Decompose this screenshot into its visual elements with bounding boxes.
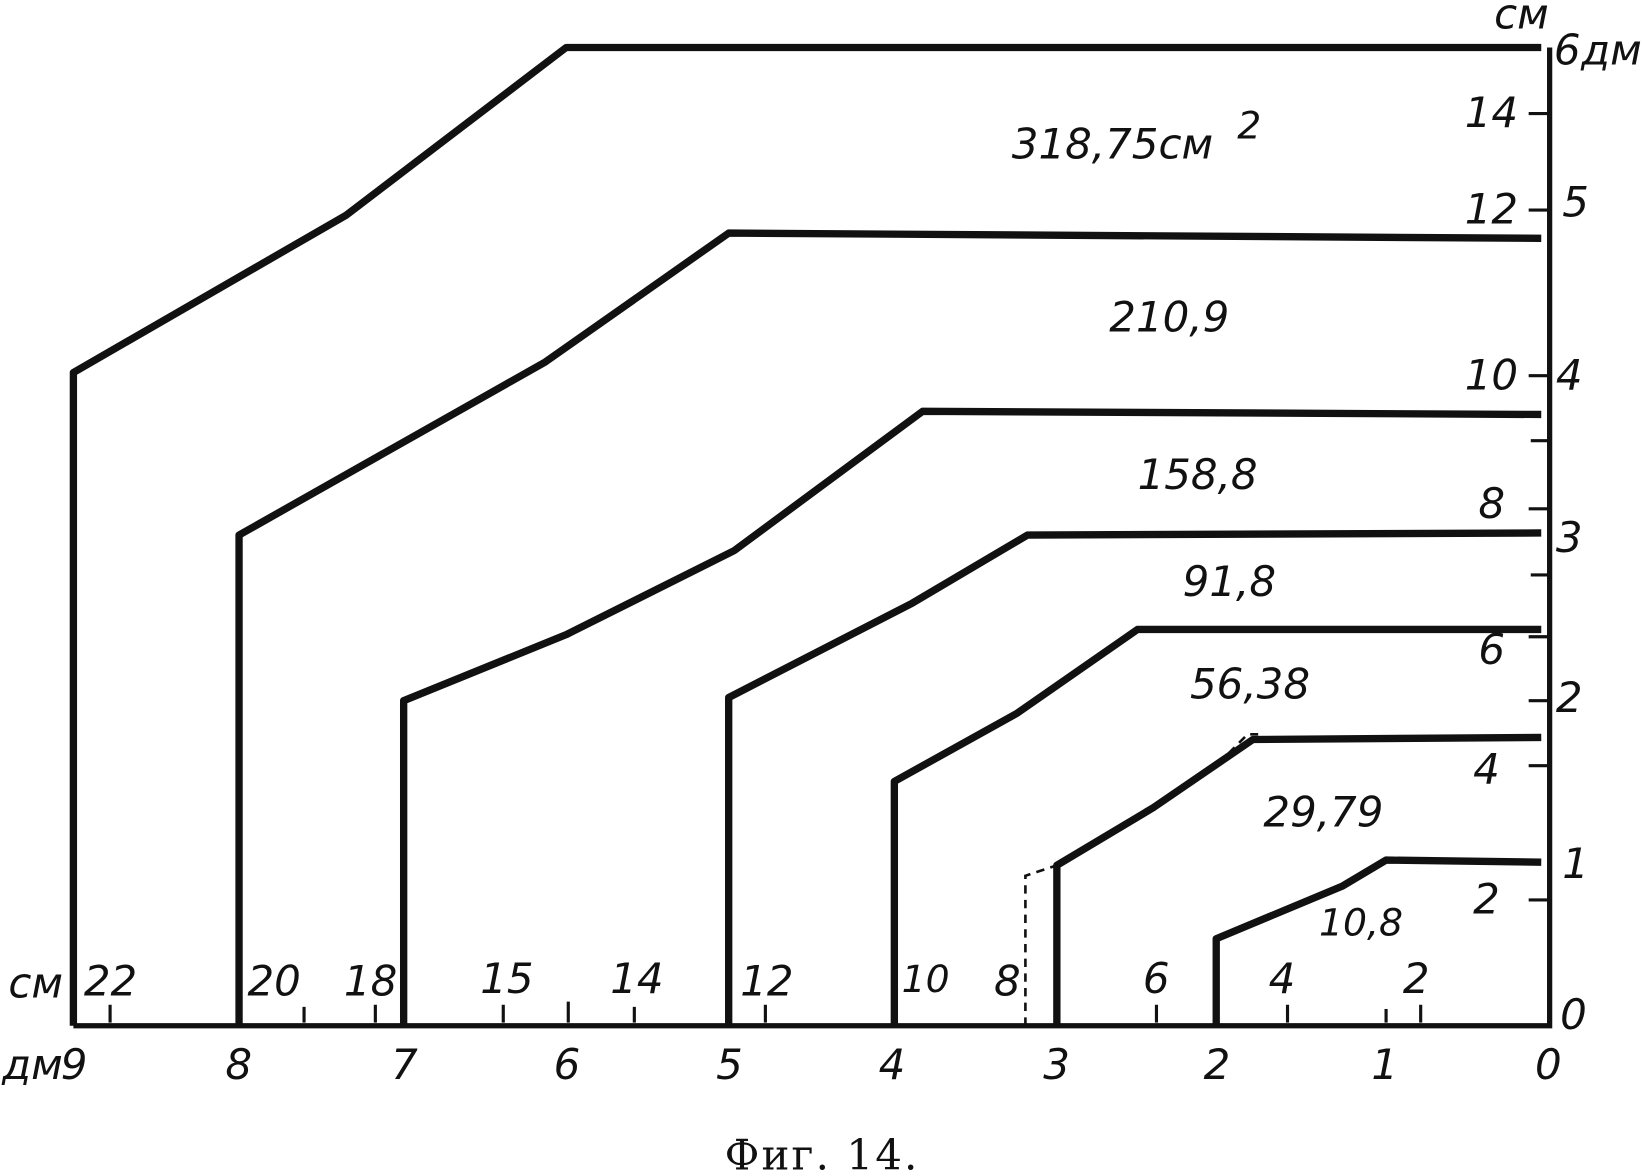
area-label: 91,8	[1183, 557, 1276, 606]
area-label: 210,9	[1109, 293, 1229, 342]
dashed-curve	[1217, 732, 1259, 765]
x-dm-tick-label: 2	[1204, 1040, 1231, 1089]
area-label: 318,75см	[1012, 120, 1213, 169]
y-dm-tick-label: 4	[1556, 350, 1583, 399]
curve	[725, 529, 1542, 1026]
area-label-sup: 2	[1237, 104, 1261, 148]
caption: Фиг. 14.	[725, 1130, 920, 1176]
x-cm-tick-label: 8	[994, 956, 1021, 1005]
curve	[1212, 856, 1542, 1026]
x-dm-tick-label: 6	[554, 1040, 581, 1089]
y-cm-tick-label: 2	[1473, 875, 1500, 924]
x-dm-tick-label: 4	[879, 1040, 906, 1089]
y-cm-tick-label: 10	[1465, 350, 1518, 399]
axes	[73, 47, 1553, 1029]
y-ticks	[1528, 111, 1548, 902]
x-dm-tick-label: 9	[61, 1040, 88, 1089]
x-cm-tick-label: 22	[84, 956, 137, 1005]
curve	[69, 43, 1542, 1026]
x-cm-tick-label: 6	[1143, 954, 1170, 1003]
area-label: 158,8	[1138, 450, 1258, 499]
area-label: 10,8	[1319, 901, 1403, 945]
y-cm-tick-label: 12	[1465, 185, 1518, 234]
x-dm-tick-label: 7	[391, 1040, 418, 1089]
curve	[890, 625, 1542, 1026]
y-dm-tick-label: 5	[1562, 177, 1589, 226]
x-cm-tick-label: 4	[1269, 954, 1296, 1003]
y-cm-unit: см	[1494, 0, 1549, 39]
x-cm-tick-label: 18	[344, 956, 397, 1005]
x-cm-tick-label: 20	[247, 956, 300, 1005]
x-dm-tick-label: 0	[1535, 1040, 1562, 1089]
y-dm-tick-label: 2	[1556, 673, 1583, 722]
y-cm-tick-label: 4	[1473, 745, 1500, 794]
y-cm-tick-label: 14	[1465, 88, 1518, 137]
x-ticks	[108, 1001, 1423, 1023]
curve	[235, 229, 1542, 1026]
y-dm-unit: дм	[1580, 25, 1642, 74]
y-dm-tick-label: 6	[1554, 25, 1581, 74]
x-cm-tick-label: 10	[902, 957, 950, 1001]
x-cm-tick-label: 15	[480, 954, 533, 1003]
x-cm-tick-label: 12	[740, 956, 793, 1005]
x-dm-tick-label: 1	[1371, 1040, 1398, 1089]
curve	[399, 407, 1542, 1026]
x-cm-tick-label: 2	[1403, 954, 1430, 1003]
dashed-curve	[1024, 864, 1058, 1026]
y-cm-tick-label: 0	[1560, 990, 1587, 1039]
y-cm-tick-label: 6	[1478, 625, 1505, 674]
y-dm-tick-label: 1	[1562, 839, 1589, 888]
x-dm-tick-label: 3	[1043, 1040, 1070, 1089]
x-dm-tick-label: 8	[225, 1040, 252, 1089]
x-cm-tick-label: 14	[610, 954, 663, 1003]
y-dm-tick-label: 3	[1556, 513, 1583, 562]
x-dm-tick-label: 5	[716, 1040, 743, 1089]
x-cm-unit: см	[8, 958, 63, 1007]
x-dm-unit: дм	[1, 1040, 63, 1089]
area-label: 56,38	[1190, 660, 1310, 709]
curve	[1053, 733, 1542, 1026]
area-label: 29,79	[1263, 787, 1383, 836]
y-cm-tick-label: 8	[1478, 479, 1505, 528]
